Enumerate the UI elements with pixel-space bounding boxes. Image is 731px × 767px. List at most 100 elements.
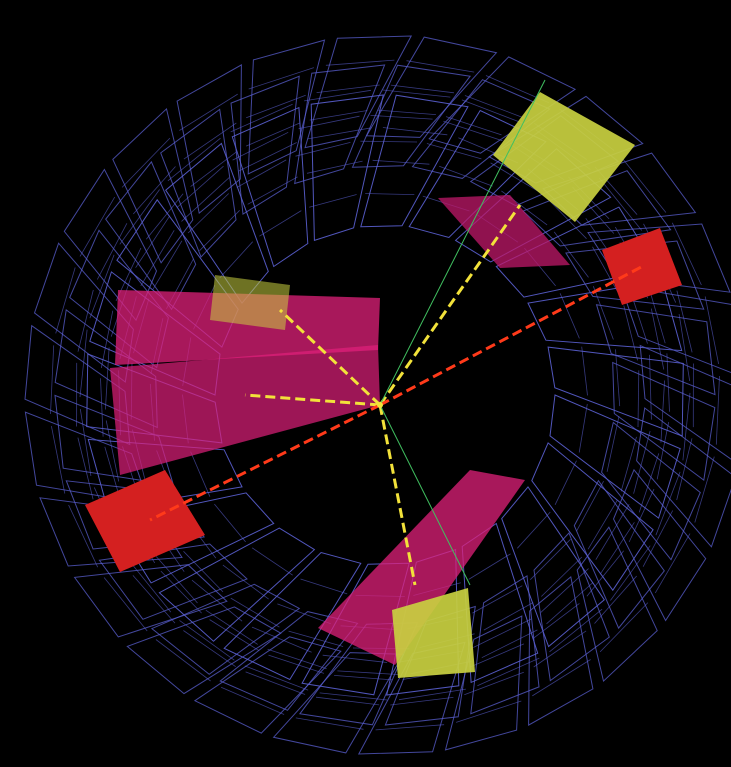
calorimeter-cell-line	[622, 158, 667, 213]
calorimeter-cell-line	[103, 577, 148, 632]
calorimeter-tower-wire	[193, 636, 342, 734]
calorimeter-tower-wire	[360, 94, 469, 228]
calorimeter-tower-wire	[612, 361, 716, 481]
calorimeter-cell-line	[247, 176, 298, 205]
calorimeter-cell-line	[50, 345, 55, 415]
calorimeter-cell-line	[176, 165, 224, 208]
track-yellow-bottom	[378, 404, 417, 586]
calorimeter-cell-line	[470, 643, 525, 668]
calorimeter-cell-line	[426, 143, 482, 160]
calorimeter-cell-line	[183, 122, 237, 160]
calorimeter-tower-wire	[528, 575, 594, 726]
calorimeter-cell-line	[533, 630, 587, 668]
calorimeter-cell-line	[633, 430, 651, 494]
track-green-thin-2	[379, 404, 471, 586]
calorimeter-cell-line	[245, 671, 306, 695]
calorimeter-cell-line	[79, 408, 92, 476]
em-deposit-left	[85, 470, 205, 572]
calorimeter-cell-line	[490, 162, 540, 193]
calorimeter-cell-line	[190, 150, 238, 187]
calorimeter-cell-line	[546, 197, 587, 239]
jet-block-bottom	[392, 588, 475, 678]
calorimeter-cell-line	[360, 140, 418, 143]
calorimeter-cell-line	[676, 438, 693, 501]
calorimeter-cell-line	[248, 67, 315, 90]
calorimeter-cell-line	[246, 94, 306, 119]
calorimeter-cell-line	[559, 293, 580, 339]
calorimeter-cell-line	[477, 657, 540, 687]
calorimeter-tower-wire	[576, 526, 658, 683]
calorimeter-tower-wire	[150, 583, 301, 675]
calorimeter-cell-line	[650, 308, 665, 370]
calorimeter-cell-line	[461, 99, 526, 125]
calorimeter-cell-line	[715, 375, 720, 445]
calorimeter-cell-line	[190, 451, 211, 497]
calorimeter-cell-line	[377, 109, 436, 115]
calorimeter-tower-wire	[639, 344, 731, 460]
calorimeter-cell-line	[277, 603, 331, 625]
calorimeter-cell-line	[599, 522, 635, 575]
calorimeter-cell-line	[306, 160, 363, 174]
calorimeter-cell-line	[132, 575, 176, 624]
hadronic-deposit-left-lower	[110, 345, 380, 475]
calorimeter-tower-wire	[158, 527, 316, 642]
calorimeter-tower-wire	[112, 107, 194, 264]
calorimeter-cell-line	[214, 503, 246, 543]
calorimeter-cell-line	[468, 553, 511, 580]
calorimeter-cell-line	[443, 120, 503, 142]
jet-block-left-upper	[210, 275, 290, 330]
calorimeter-cell-line	[365, 193, 415, 195]
calorimeter-cell-line	[236, 159, 287, 188]
calorimeter-tower-wire	[219, 611, 359, 711]
calorimeter-cell-line	[620, 436, 637, 492]
calorimeter-cell-line	[315, 696, 380, 706]
calorimeter-cell-line	[209, 619, 260, 652]
calorimeter-cell-line	[704, 296, 719, 364]
calorimeter-tower-wire	[444, 615, 523, 751]
calorimeter-cell-line	[576, 481, 604, 532]
calorimeter-tower-wire	[547, 346, 684, 437]
calorimeter-cell-line	[295, 717, 364, 730]
calorimeter-tower-wire	[272, 652, 405, 754]
calorimeter-cell-line	[656, 421, 670, 480]
calorimeter-tower-wire	[531, 442, 654, 592]
calorimeter-cell-line	[642, 510, 674, 567]
track-red-right	[379, 263, 646, 407]
calorimeter-cell-line	[155, 556, 198, 604]
hadronic-deposit-left-upper	[115, 290, 380, 365]
calorimeter-cell-line	[319, 692, 388, 701]
calorimeter-tower-wire	[351, 64, 471, 168]
calorimeter-cell-line	[245, 122, 300, 147]
calorimeter-cell-line	[637, 370, 640, 428]
calorimeter-cell-line	[445, 116, 502, 136]
calorimeter-cell-line	[267, 648, 327, 670]
calorimeter-cell-line	[304, 89, 372, 102]
calorimeter-cell-line	[592, 286, 614, 340]
calorimeter-tower-wire	[160, 108, 237, 258]
calorimeter-cell-line	[370, 115, 433, 120]
calorimeter-cell-line	[181, 177, 230, 222]
track-green-thin	[379, 79, 546, 406]
track-yellow-left	[244, 393, 381, 407]
calorimeter-cell-line	[307, 127, 372, 140]
calorimeter-cell-line	[671, 222, 702, 286]
calorimeter-tower-wire	[470, 575, 540, 715]
calorimeter-cell-line	[230, 103, 293, 133]
calorimeter-cell-line	[187, 193, 229, 234]
calorimeter-cell-line	[517, 511, 551, 549]
calorimeter-cell-line	[309, 110, 368, 121]
calorimeter-cell-line	[530, 539, 571, 580]
calorimeter-cell-line	[222, 564, 269, 600]
calorimeter-cell-line	[455, 700, 522, 723]
calorimeter-tower-wire	[620, 285, 731, 374]
calorimeter-cell-line	[325, 59, 395, 66]
calorimeter-tower-wire	[304, 35, 413, 149]
calorimeter-cell-line	[79, 329, 88, 398]
calorimeter-cell-line	[179, 93, 238, 131]
calorimeter-tower-wire	[247, 39, 326, 175]
calorimeter-cell-line	[179, 620, 235, 661]
calorimeter-cell-line	[473, 618, 532, 648]
calorimeter-cell-line	[300, 578, 348, 595]
calorimeter-cell-line	[238, 142, 297, 172]
